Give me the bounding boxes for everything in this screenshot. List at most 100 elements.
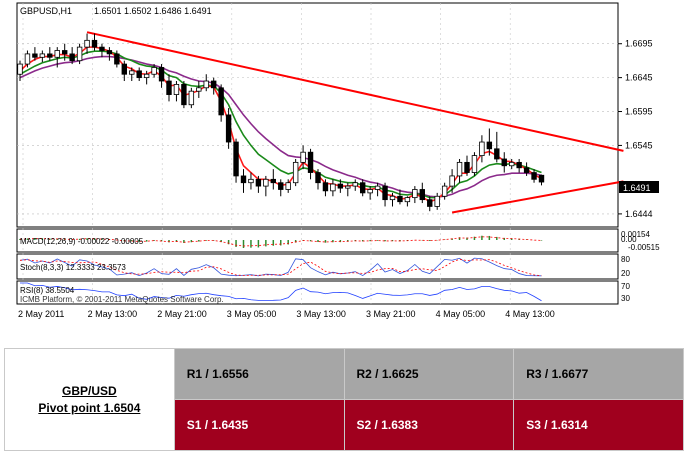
- candle-bear: [121, 63, 127, 75]
- candle-bear: [359, 182, 366, 194]
- candle-bear: [397, 195, 403, 203]
- r1-cell: R1 / 1.6556: [173, 348, 345, 400]
- candles: [17, 33, 545, 212]
- candle-bull: [188, 90, 195, 106]
- candle-bull: [292, 161, 299, 184]
- candle-bull: [196, 87, 202, 92]
- candle-bull: [248, 178, 254, 184]
- ohlc-header: 1.6501 1.6502 1.6486 1.6491: [94, 6, 212, 16]
- candle-bull: [263, 178, 269, 187]
- candle-bear: [32, 53, 38, 58]
- candle-bear: [218, 87, 224, 116]
- candle-bear: [255, 178, 262, 187]
- candle-bull: [84, 39, 90, 48]
- candle-bear: [531, 172, 537, 180]
- candle-bull: [471, 155, 478, 173]
- stoch-tick-20: 20: [621, 269, 630, 278]
- r2-cell: R2 / 1.6625: [343, 348, 515, 400]
- macd-tick-top: 0.00154: [621, 230, 650, 239]
- r3-cell: R3 / 1.6677: [513, 348, 684, 400]
- symbol-label: GBPUSD,H1: [20, 6, 72, 16]
- pivot-table: GBP/USD Pivot point 1.6504 R1 / 1.6556 R…: [4, 348, 684, 451]
- candle-bear: [538, 174, 545, 183]
- candle-bull: [203, 80, 209, 89]
- candle-bear: [278, 182, 284, 190]
- candle-bull: [76, 46, 83, 62]
- candle-bear: [91, 39, 98, 48]
- time-tick-label: 2 May 13:00: [88, 309, 138, 319]
- s2-cell: S2 / 1.6383: [343, 399, 515, 451]
- candle-bull: [151, 67, 157, 75]
- candle-bear: [486, 141, 493, 150]
- candle-bull: [441, 185, 448, 197]
- candle-bull: [479, 141, 485, 156]
- ma-slow-line: [19, 55, 542, 198]
- time-tick-label: 3 May 21:00: [366, 309, 416, 319]
- main-panel: [16, 2, 619, 228]
- stoch-tick-80: 80: [621, 255, 630, 264]
- macd-panel: [16, 228, 619, 253]
- candle-bear: [225, 114, 232, 143]
- candle-bear: [99, 46, 105, 51]
- pair-label: GBP/USD: [62, 383, 117, 398]
- candle-bear: [322, 182, 329, 192]
- candle-bear: [210, 80, 217, 89]
- pivot-label: Pivot point 1.6504: [38, 400, 141, 415]
- macd-signal-line: [19, 236, 542, 247]
- s1-cell: S1 / 1.6435: [173, 399, 345, 451]
- candle-bull: [456, 161, 463, 177]
- candle-bear: [47, 53, 53, 58]
- time-tick-label: 3 May 05:00: [227, 309, 277, 319]
- candle-bear: [315, 172, 321, 184]
- stoch-label: Stoch(8,3,3) 12.3333 23.3573: [20, 263, 126, 272]
- candle-bear: [494, 148, 500, 160]
- resistance-trendline: [86, 31, 624, 152]
- candle-bull: [345, 185, 351, 189]
- candle-bull: [404, 197, 411, 203]
- candle-bear: [307, 151, 314, 173]
- rsi-line: [20, 282, 542, 302]
- price-tick-label: 1.6645: [625, 73, 653, 83]
- macd-tick-bottom: -0.00515: [628, 243, 660, 252]
- candle-bear: [233, 141, 239, 177]
- candle-bear: [464, 161, 470, 173]
- last-price-box: [619, 181, 659, 193]
- candle-bull: [412, 189, 418, 199]
- candle-bull: [508, 161, 515, 167]
- candle-bear: [270, 178, 276, 184]
- candle-bear: [158, 67, 165, 82]
- candle-bull: [389, 195, 396, 201]
- candle-bull: [24, 53, 31, 65]
- candle-bear: [240, 175, 247, 184]
- price-tick-label: 1.6444: [625, 209, 653, 219]
- candle-bear: [419, 189, 425, 201]
- candle-bear: [136, 70, 142, 79]
- time-tick-label: 4 May 05:00: [436, 309, 486, 319]
- rsi-label: RSI(8) 38.5504: [20, 286, 75, 295]
- candle-bull: [300, 151, 306, 163]
- rsi-tick-70: 70: [621, 282, 630, 291]
- stoch-main-line: [19, 257, 542, 277]
- candle-bear: [523, 167, 530, 173]
- gridlines: [17, 3, 618, 304]
- resistance-row: GBP/USD Pivot point 1.6504 R1 / 1.6556 R…: [4, 348, 684, 451]
- price-chart: 1.6695 1.6645 1.6595 1.6545 1.6444 2 May 201…: [16, 2, 661, 319]
- candle-bull: [143, 73, 150, 79]
- candle-bear: [181, 84, 187, 106]
- candle-bull: [17, 63, 23, 75]
- candle-bear: [69, 53, 75, 62]
- last-price-label: 1.6491: [623, 183, 651, 193]
- candle-bull: [54, 50, 60, 58]
- price-axis: 1.6695 1.6645 1.6595 1.6545 1.6444: [618, 39, 653, 219]
- pair-cell: GBP/USD Pivot point 1.6504: [4, 348, 175, 451]
- candle-bear: [114, 53, 120, 65]
- rsi-panel: [16, 280, 619, 305]
- support-row: S1 / 1.6435 S2 / 1.6383 S3 / 1.6314: [5, 399, 684, 451]
- candle-bear: [62, 50, 68, 55]
- price-tick-label: 1.6595: [625, 107, 653, 117]
- candle-bull: [449, 175, 455, 187]
- candle-bull: [434, 195, 440, 207]
- candle-bull: [330, 183, 336, 192]
- candle-bull: [173, 84, 180, 95]
- macd-label: MACD(12,26,9) -0.00022 -0.00005: [20, 237, 144, 246]
